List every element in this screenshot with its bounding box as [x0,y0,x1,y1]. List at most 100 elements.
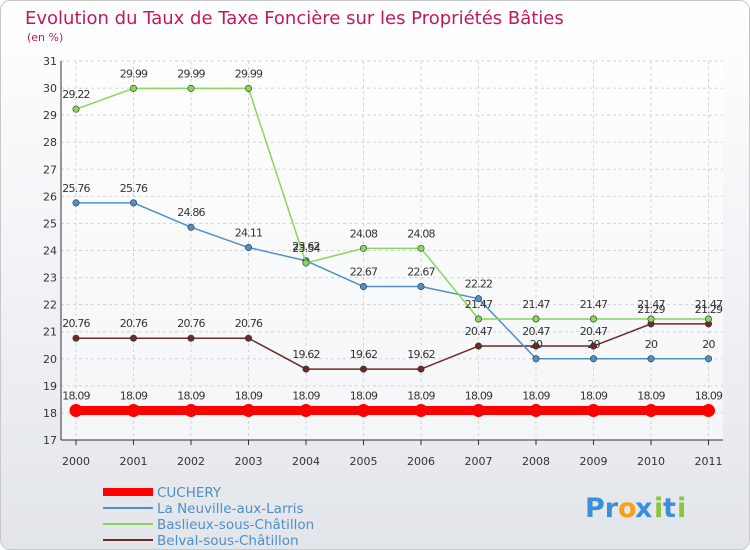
y-tick-label: 27 [43,163,57,176]
data-point [417,365,425,373]
data-point [359,244,367,252]
data-label: 22.67 [407,266,435,279]
data-label: 29.99 [120,67,148,80]
data-label: 18.09 [177,389,205,402]
y-tick-label: 29 [43,109,57,122]
data-label: 24.11 [235,227,263,240]
data-point [130,334,138,342]
data-label: 18.09 [120,389,148,402]
data-label: 20.76 [62,317,90,330]
data-point [245,84,253,92]
data-point [302,259,310,267]
chart-subtitle: (en %) [27,31,63,44]
data-label: 20.47 [465,325,493,338]
data-label: 18.09 [407,389,435,402]
data-label: 25.76 [62,182,90,195]
data-label: 29.99 [235,67,263,80]
data-label: 20 [530,338,543,351]
y-tick-label: 19 [43,380,57,393]
proxiti-logo: Pr o x i t i [585,493,686,524]
legend-label: Belval-sous-Châtillon [157,533,299,549]
data-point [72,334,80,342]
data-point [242,403,255,417]
data-point [69,403,83,417]
data-label: 18.09 [292,389,320,402]
grid [61,60,723,441]
y-tick-label: 31 [43,55,57,68]
y-tick-label: 30 [43,82,57,95]
data-point [587,403,600,417]
data-point [72,105,80,113]
series-line [76,323,709,370]
data-point [184,403,198,417]
y-tick-label: 24 [43,245,57,258]
data-label: 20 [702,338,715,351]
data-label: 21.47 [522,298,550,311]
x-tick-label: 2000 [62,455,90,468]
data-label: 24.08 [350,227,378,240]
x-tick-label: 2010 [637,455,665,468]
data-point [130,84,138,92]
logo-i2: i [677,493,686,524]
data-point [474,295,482,303]
y-tick-label: 28 [43,136,57,149]
y-tick-label: 20 [43,353,57,366]
data-point [359,283,367,291]
data-label: 21.47 [580,298,608,311]
data-label: 21.29 [695,303,723,316]
logo-pr: Pr [585,493,619,524]
data-label: 21.29 [637,303,665,316]
data-point [299,403,313,417]
data-point [532,315,540,323]
data-label: 18.09 [522,389,550,402]
logo-o: o [618,493,637,524]
y-tick-label: 17 [43,434,57,447]
data-point [644,403,658,417]
data-point [302,365,310,373]
logo-t: t [663,493,676,524]
data-point [417,244,425,252]
data-label: 29.22 [62,88,90,101]
data-point [702,403,715,417]
legend-label: La Neuville-aux-Larris [157,501,304,517]
data-point [589,355,597,363]
x-tick-label: 2006 [407,455,435,468]
data-point [647,355,655,363]
x-tick-label: 2003 [235,455,263,468]
x-tick-label: 2008 [522,455,550,468]
legend-label: Baslieux-sous-Châtillon [157,517,314,533]
data-point [472,403,485,417]
data-label: 18.09 [637,389,665,402]
data-label: 22.22 [465,278,493,291]
data-label: 23.54 [292,242,320,255]
y-tick-label: 18 [43,407,57,420]
data-label: 20.76 [177,317,205,330]
data-point [589,342,597,350]
legend-label: CUCHERY [157,485,222,501]
data-label: 19.62 [407,348,435,361]
data-point [704,355,712,363]
data-point [72,199,80,207]
data-label: 21.47 [695,298,723,311]
x-tick-label: 2005 [350,455,378,468]
series-belval-sous-chatillon: 20.76 20.76 20.76 20.76 19.62 19.62 19.62 20.47… [62,303,724,373]
data-point [647,315,655,323]
logo-x: x [635,493,652,524]
data-label: 18.09 [350,389,378,402]
data-point [127,403,140,417]
data-label: 20.47 [580,325,608,338]
x-tick-label: 2009 [580,455,608,468]
data-point [245,244,253,252]
data-point [474,315,482,323]
data-label: 20 [645,338,658,351]
data-label: 22.67 [350,266,378,279]
data-point [414,403,428,417]
data-label: 19.62 [350,348,378,361]
data-point [245,334,253,342]
data-label: 20.47 [522,325,550,338]
series-line [76,202,709,360]
data-label: 20.76 [120,317,148,330]
data-point [357,403,370,417]
series-cuchery: 18.09 18.09 18.09 18.09 18.09 18.09 18.09 18.09… [62,389,724,417]
